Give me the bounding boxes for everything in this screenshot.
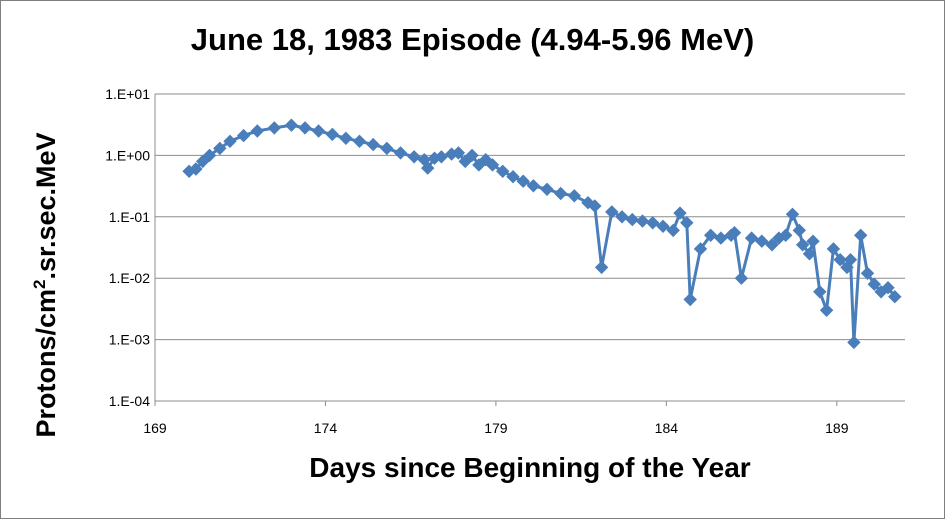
x-tick-label: 169 (143, 420, 167, 436)
x-tick-label: 174 (314, 420, 338, 436)
data-point-marker (635, 214, 650, 228)
x-tick-label: 184 (655, 420, 679, 436)
data-point-marker (516, 174, 530, 188)
data-point-marker (819, 303, 834, 318)
y-tick-label: 1.E-01 (109, 209, 150, 225)
x-axis-title: Days since Beginning of the Year (309, 452, 751, 483)
data-point-marker (666, 223, 680, 238)
x-tick-label: 189 (825, 420, 849, 436)
data-point-marker (693, 242, 708, 256)
y-tick-label: 1.E-03 (109, 332, 150, 348)
data-point-marker (802, 247, 817, 261)
data-point-marker (605, 205, 619, 219)
data-point-marker (813, 285, 827, 299)
data-point-marker (553, 186, 568, 201)
data-point-marker (366, 137, 380, 152)
data-point-marker (267, 121, 282, 135)
data-point-marker (625, 212, 640, 227)
data-point-marker (202, 148, 217, 163)
data-point-marker (451, 146, 466, 160)
data-point-marker (540, 182, 554, 197)
data-point-marker (380, 141, 394, 156)
data-point-marker (213, 141, 227, 156)
data-point-marker (434, 150, 449, 164)
data-point-marker (352, 134, 367, 149)
data-point-marker (298, 121, 312, 135)
data-point-marker (792, 223, 807, 238)
data-point-marker (714, 231, 728, 245)
data-point-marker (778, 228, 793, 243)
data-point-marker (195, 154, 210, 169)
data-point-marker (727, 225, 742, 240)
data-point-marker (407, 150, 421, 164)
data-point-marker (250, 124, 265, 138)
data-point-marker (853, 228, 868, 243)
data-point-marker (683, 292, 697, 307)
data-point-marker (765, 238, 779, 252)
data-point-marker (843, 252, 858, 267)
data-point-marker (744, 231, 759, 245)
data-point-marker (526, 179, 541, 193)
data-point-marker (567, 189, 582, 203)
data-point-marker (795, 238, 810, 252)
data-point-marker (506, 169, 520, 184)
y-tick-label: 1.E+01 (105, 86, 150, 102)
data-point-marker (833, 252, 847, 267)
data-point-marker (420, 161, 435, 175)
data-point-marker (223, 134, 237, 149)
data-point-marker (645, 216, 660, 230)
y-tick-label: 1.E-04 (109, 393, 150, 409)
data-point-marker (847, 335, 861, 350)
data-point-marker (755, 234, 769, 248)
data-point-marker (703, 228, 718, 243)
data-point-marker (680, 216, 694, 230)
data-point-marker (236, 128, 251, 143)
data-point-marker (656, 219, 670, 234)
data-point-marker (311, 124, 326, 138)
data-point-marker (734, 271, 749, 285)
data-point-marker (860, 266, 875, 281)
chart-title: June 18, 1983 Episode (4.94-5.96 MeV) (190, 22, 755, 57)
data-point-marker (458, 154, 472, 169)
data-point-marker (495, 164, 510, 179)
y-tick-label: 1.E-02 (109, 270, 150, 286)
data-point-marker (888, 289, 902, 304)
data-point-marker (826, 242, 841, 256)
data-point-marker (881, 280, 895, 295)
data-point-marker (284, 118, 299, 132)
data-point-marker (339, 131, 353, 146)
data-point-marker (673, 206, 687, 220)
data-point-marker (594, 260, 609, 275)
data-point-marker (785, 207, 800, 222)
data-point-marker (615, 210, 629, 224)
data-point-marker (393, 146, 408, 160)
x-tick-label: 179 (484, 420, 508, 436)
data-point-marker (588, 199, 602, 213)
y-tick-label: 1.E+00 (105, 147, 150, 163)
data-point-marker (465, 148, 479, 163)
data-point-marker (189, 162, 203, 176)
data-point-marker (806, 234, 820, 248)
data-point-marker (485, 158, 500, 172)
data-point-marker (867, 277, 882, 291)
data-point-marker (325, 127, 340, 142)
